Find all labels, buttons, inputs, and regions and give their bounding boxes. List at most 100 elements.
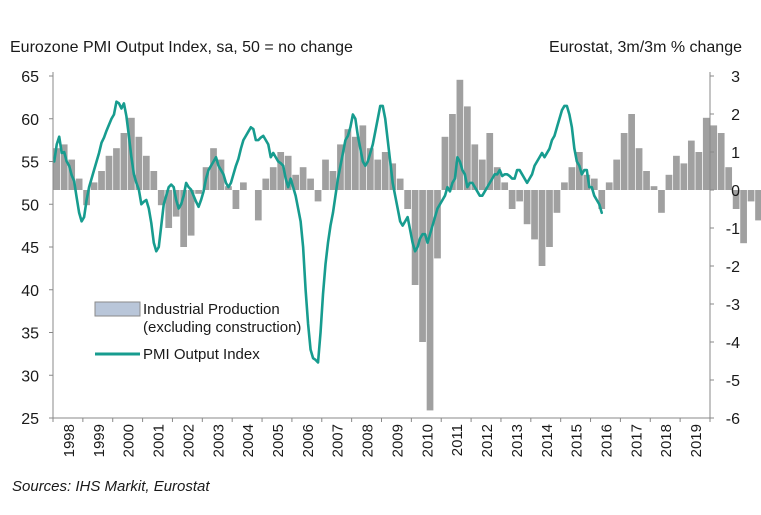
x-tick-label: 2001: [151, 424, 168, 457]
bar: [434, 190, 441, 259]
bar: [165, 190, 173, 228]
x-tick-label: 2012: [479, 424, 496, 457]
source-note: Sources: IHS Markit, Eurostat: [12, 478, 210, 495]
bar: [150, 171, 158, 190]
bar: [590, 178, 598, 190]
x-tick-label: 2018: [658, 424, 675, 457]
bar: [352, 136, 359, 190]
bar: [575, 152, 583, 190]
bar: [157, 190, 165, 206]
legend-bar-swatch: [94, 301, 141, 317]
pmi-line: [52, 100, 604, 364]
x-tick-label: 2004: [240, 424, 257, 457]
bar: [307, 178, 314, 190]
x-tick-label: 2014: [539, 424, 556, 457]
bar: [553, 190, 561, 213]
bar: [195, 190, 202, 194]
x-tick-label: 2011: [449, 424, 466, 456]
bar: [449, 114, 456, 190]
bar: [717, 133, 725, 190]
bar: [680, 163, 688, 190]
left-tick-label: 50: [21, 197, 39, 214]
left-tick-label: 65: [21, 69, 39, 86]
x-tick-label: 2007: [330, 424, 347, 457]
bar: [605, 182, 613, 190]
bar: [598, 190, 606, 209]
bar: [613, 159, 621, 190]
bar: [740, 190, 747, 244]
bar: [471, 144, 479, 190]
x-tick-label: 2019: [688, 424, 705, 457]
chart-title-left: Eurozone PMI Output Index, sa, 50 = no c…: [10, 39, 353, 56]
bar: [426, 190, 434, 411]
bar: [493, 167, 501, 190]
bar: [75, 178, 83, 190]
bar: [120, 133, 128, 190]
x-tick-label: 1998: [61, 424, 78, 457]
axes: 25 30 35 40 45 50 55 60 65 -6 -5 -4 -3 -2 -1 0 1 2 3 1998 19…: [21, 69, 740, 457]
bar: [710, 125, 718, 190]
right-tick-label: -6: [726, 411, 740, 428]
bar: [508, 190, 516, 209]
legend-label: Industrial Production: [143, 301, 280, 318]
bar: [702, 117, 710, 190]
right-tick-label: 1: [731, 145, 740, 162]
legend-label: PMI Output Index: [143, 346, 260, 363]
bar: [732, 190, 740, 209]
bar: [546, 190, 553, 247]
bar: [210, 148, 217, 190]
bar: [374, 159, 382, 190]
bar: [411, 190, 419, 285]
right-tick-label: -5: [726, 373, 740, 390]
x-tick-label: 2015: [569, 424, 586, 457]
left-tick-label: 30: [21, 368, 39, 385]
bar: [628, 114, 635, 190]
bar: [658, 190, 665, 213]
bar: [620, 133, 628, 190]
bar: [486, 133, 494, 190]
bar: [90, 182, 98, 190]
bar: [187, 190, 195, 236]
bar: [665, 174, 673, 190]
x-tick-label: 2002: [180, 424, 197, 457]
bar: [501, 182, 509, 190]
bar: [464, 106, 471, 190]
bar: [538, 190, 546, 266]
left-tick-label: 35: [21, 326, 39, 343]
x-tick-label: 2017: [628, 424, 645, 457]
right-tick-label: 0: [731, 183, 740, 200]
bar: [292, 174, 299, 190]
chart-title-right: Eurostat, 3m/3m % change: [549, 39, 742, 56]
right-tick-label: -4: [726, 335, 740, 352]
right-tick-label: -3: [726, 297, 740, 314]
x-tick-label: 2013: [509, 424, 526, 457]
x-tick-label: 2008: [360, 424, 377, 457]
bar: [673, 155, 680, 190]
bar: [531, 190, 538, 240]
x-tick-label: 2010: [419, 424, 436, 457]
bar: [322, 159, 329, 190]
right-tick-label: -2: [726, 259, 740, 276]
bar: [299, 167, 307, 190]
bar: [240, 182, 247, 190]
bar: [404, 190, 411, 209]
bar: [396, 178, 404, 190]
bar: [523, 190, 531, 225]
x-tick-label: 2005: [270, 424, 287, 457]
bar: [344, 129, 352, 190]
left-tick-label: 60: [21, 112, 39, 129]
bar: [561, 182, 568, 190]
bar: [284, 155, 292, 190]
bar: [269, 167, 277, 190]
bar: [695, 152, 703, 190]
bar: [254, 190, 262, 221]
right-tick-label: 3: [731, 69, 740, 86]
bar: [180, 190, 188, 247]
bar: [755, 190, 761, 221]
right-tick-label: 2: [731, 107, 740, 124]
right-tick-label: -1: [726, 221, 740, 238]
bar: [568, 167, 576, 190]
bar: [53, 148, 61, 190]
bar: [329, 171, 337, 190]
